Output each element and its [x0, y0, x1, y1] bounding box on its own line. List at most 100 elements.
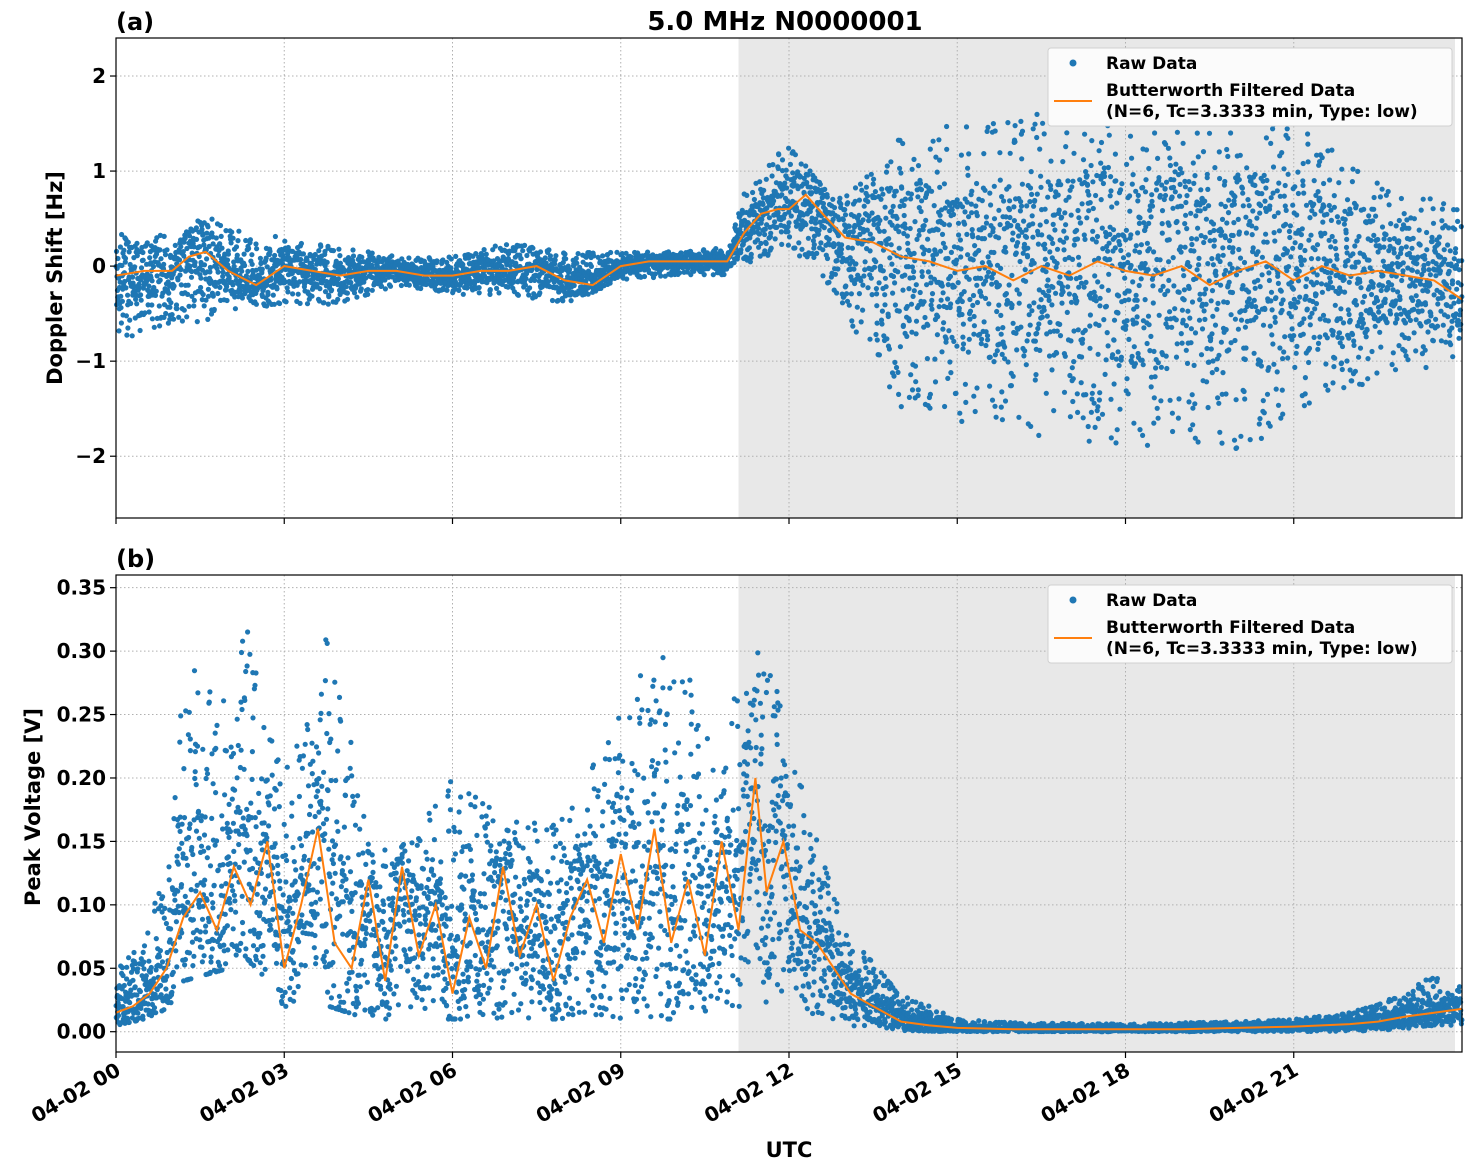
raw-data-point: [285, 244, 291, 251]
raw-data-point: [1137, 215, 1143, 221]
raw-data-point: [1390, 350, 1396, 356]
raw-data-point: [1059, 284, 1066, 290]
raw-data-point: [1158, 398, 1164, 404]
raw-data-point: [1211, 243, 1217, 249]
raw-data-point: [1022, 267, 1028, 273]
raw-data-point: [1242, 356, 1248, 363]
raw-data-point: [149, 316, 155, 322]
raw-data-point: [546, 247, 552, 253]
raw-data-point: [1275, 402, 1282, 408]
raw-data-point: [115, 255, 121, 262]
raw-data-point: [1019, 128, 1026, 134]
raw-data-point: [1228, 312, 1234, 318]
raw-data-point: [217, 241, 223, 247]
raw-data-point: [253, 301, 259, 307]
raw-data-point: [900, 140, 906, 147]
raw-data-point: [1016, 291, 1023, 297]
raw-data-point: [1298, 232, 1304, 238]
raw-data-point: [1268, 298, 1274, 304]
raw-data-point: [290, 291, 296, 297]
raw-data-point: [237, 288, 243, 294]
raw-data-point: [209, 216, 215, 222]
raw-data-point: [1084, 173, 1090, 179]
raw-data-point: [998, 331, 1004, 337]
raw-data-point: [1332, 355, 1338, 361]
raw-data-point: [1066, 194, 1072, 200]
raw-data-point: [1380, 273, 1386, 279]
raw-data-point: [215, 290, 221, 297]
raw-data-point: [1180, 317, 1186, 323]
raw-data-point: [936, 304, 942, 310]
raw-data-point: [1235, 216, 1241, 222]
raw-data-point: [1267, 203, 1273, 209]
raw-data-point: [844, 291, 850, 297]
raw-data-point: [350, 253, 357, 259]
raw-data-point: [1372, 323, 1378, 329]
raw-data-point: [1102, 371, 1108, 377]
raw-data-point: [145, 302, 151, 308]
raw-data-point: [1118, 247, 1124, 254]
raw-data-point: [1311, 178, 1317, 184]
raw-data-point: [862, 259, 868, 265]
raw-data-point: [807, 168, 813, 174]
raw-data-point: [856, 212, 862, 218]
raw-data-point: [1301, 316, 1307, 322]
raw-data-point: [1269, 307, 1275, 313]
raw-data-point: [1133, 320, 1139, 326]
raw-data-point: [1187, 315, 1193, 321]
raw-data-point: [909, 387, 916, 393]
raw-data-point: [1081, 232, 1087, 238]
raw-data-point: [1171, 177, 1177, 183]
raw-data-point: [1042, 241, 1048, 247]
raw-data-point: [783, 167, 789, 173]
raw-data-point: [1129, 353, 1135, 359]
raw-data-point: [1344, 358, 1350, 364]
raw-data-point: [1328, 217, 1334, 223]
raw-data-point: [1105, 248, 1111, 254]
raw-data-point: [925, 236, 931, 242]
raw-data-point: [1097, 295, 1103, 301]
raw-data-point: [1151, 420, 1157, 426]
raw-data-point: [487, 291, 493, 297]
raw-data-point: [1167, 397, 1173, 403]
raw-data-point: [831, 243, 837, 249]
raw-data-point: [1009, 237, 1016, 243]
raw-data-point: [1177, 193, 1183, 199]
raw-data-point: [908, 191, 915, 197]
raw-data-point: [1149, 203, 1156, 209]
raw-data-point: [117, 279, 123, 285]
raw-data-point: [1389, 282, 1395, 288]
raw-data-point: [1096, 322, 1102, 328]
raw-data-point: [1383, 232, 1389, 238]
raw-data-point: [939, 231, 946, 237]
raw-data-point: [782, 180, 788, 186]
raw-data-point: [1187, 263, 1193, 270]
raw-data-point: [184, 245, 190, 252]
raw-data-point: [1122, 275, 1128, 281]
raw-data-point: [154, 273, 160, 279]
raw-data-point: [1026, 303, 1032, 309]
raw-data-point: [205, 286, 211, 292]
raw-data-point: [786, 145, 792, 151]
raw-data-point: [1155, 155, 1161, 161]
raw-data-point: [1129, 155, 1135, 161]
raw-data-point: [1208, 298, 1214, 304]
raw-data-point: [824, 194, 830, 200]
raw-data-point: [1262, 198, 1268, 204]
raw-data-point: [893, 188, 899, 194]
raw-data-point: [1117, 242, 1123, 248]
raw-data-point: [595, 254, 601, 260]
raw-data-point: [918, 208, 924, 215]
raw-data-point: [799, 246, 805, 252]
raw-data-point: [881, 228, 887, 234]
raw-data-point: [1245, 197, 1251, 203]
raw-data-point: [210, 293, 216, 299]
raw-data-point: [118, 305, 124, 311]
raw-data-point: [176, 257, 183, 263]
raw-data-point: [1023, 278, 1029, 284]
raw-data-point: [423, 281, 429, 288]
raw-data-point: [1179, 170, 1185, 176]
raw-data-point: [837, 195, 843, 201]
raw-data-point: [934, 332, 941, 338]
raw-data-point: [820, 247, 826, 253]
